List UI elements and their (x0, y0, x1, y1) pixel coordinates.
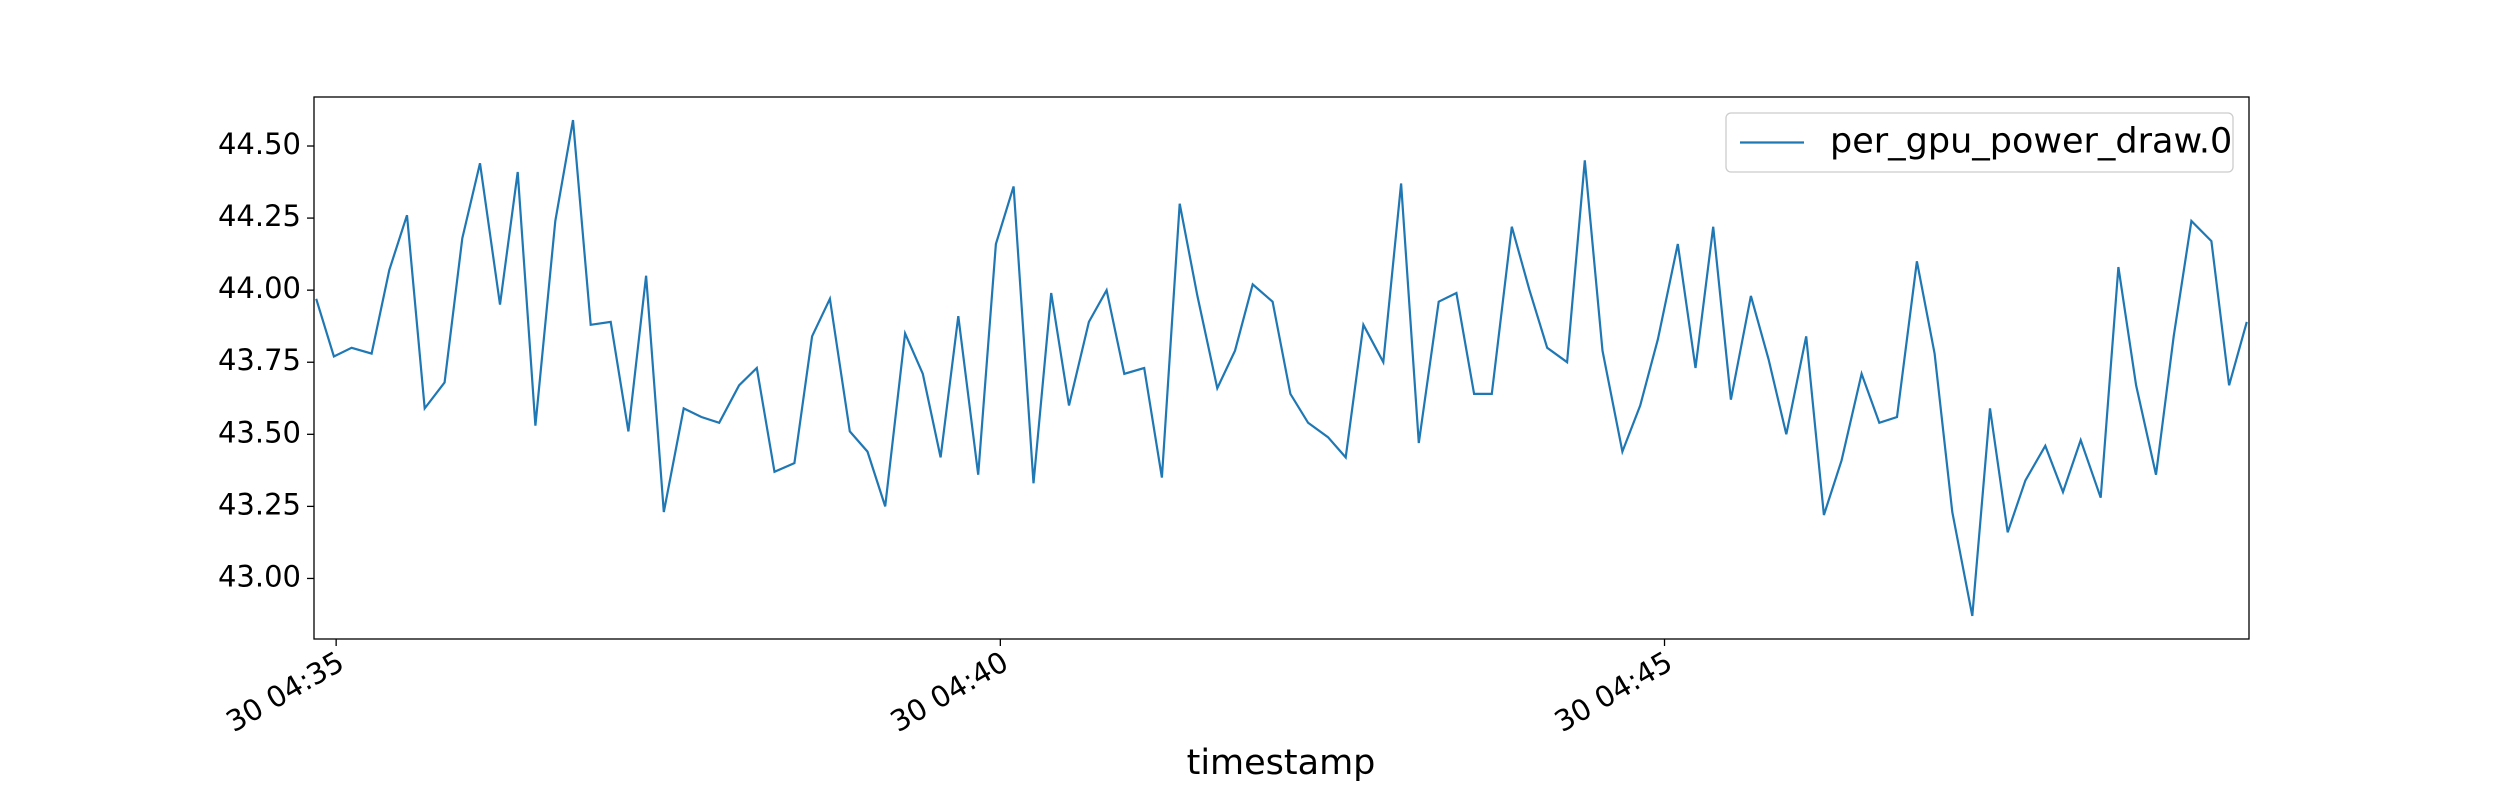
x-tick-label: 30 04:45 (1549, 645, 1678, 739)
x-tick-label: 30 04:35 (220, 645, 349, 739)
y-tick-label: 43.25 (218, 487, 301, 521)
y-tick-label: 44.50 (218, 127, 301, 161)
legend-label: per_gpu_power_draw.0 (1830, 122, 2232, 162)
y-tick-label: 43.50 (218, 415, 301, 449)
y-tick-label: 44.25 (218, 199, 301, 233)
legend-box (1725, 112, 2234, 173)
y-tick-label: 44.00 (218, 271, 301, 305)
y-tick-label: 43.75 (218, 343, 301, 377)
y-tick-label: 43.00 (218, 559, 301, 593)
x-axis-label: timestamp (1187, 743, 1376, 783)
plot-frame (313, 96, 2250, 640)
line-series (315, 119, 2248, 617)
x-tick-label: 30 04:40 (885, 645, 1014, 739)
